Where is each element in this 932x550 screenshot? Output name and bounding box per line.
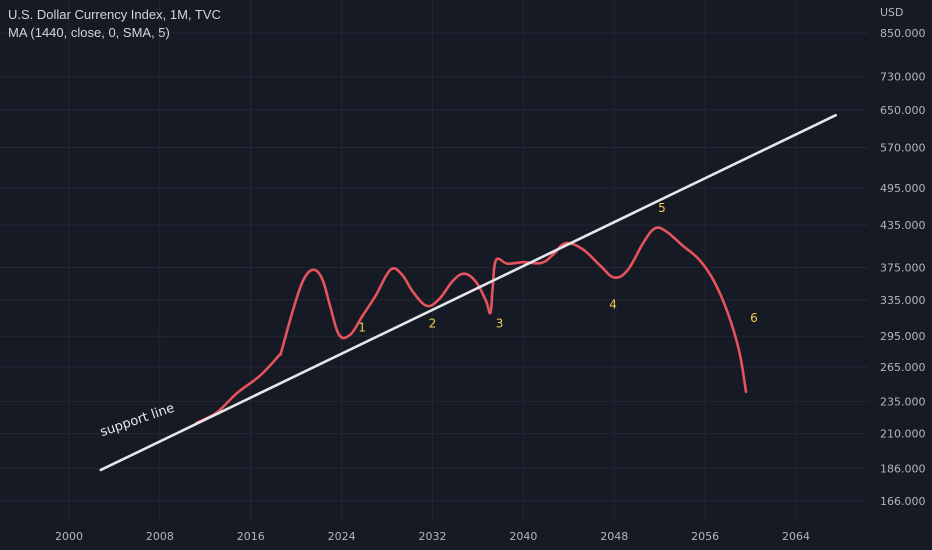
x-tick-label: 2056	[691, 530, 719, 543]
y-tick-label: 570.000	[880, 142, 926, 155]
annotations: support line 1 2 3 4 5 6	[98, 201, 757, 440]
wave-label: 4	[609, 297, 617, 311]
projection-path[interactable]	[194, 226, 748, 425]
y-tick-label: 235.000	[880, 395, 926, 408]
drawings[interactable]	[99, 113, 838, 472]
y-tick-label: 850.000	[880, 27, 926, 40]
wave-label: 2	[429, 317, 437, 331]
x-tick-label: 2008	[146, 530, 174, 543]
y-tick-label: 265.000	[880, 361, 926, 374]
y-tick-label: 335.000	[880, 294, 926, 307]
y-tick-label: 375.000	[880, 261, 926, 274]
y-tick-label: 495.000	[880, 182, 926, 195]
wave-label: 3	[496, 317, 504, 331]
y-tick-label: 186.000	[880, 462, 926, 475]
support-trendline[interactable]	[99, 113, 838, 472]
grid-lines	[0, 0, 868, 522]
x-tick-label: 2000	[55, 530, 83, 543]
y-tick-label: 730.000	[880, 71, 926, 84]
support-line-label: support line	[98, 401, 176, 440]
x-tick-label: 2040	[509, 530, 537, 543]
wave-label: 6	[750, 311, 758, 325]
wave-label: 1	[358, 320, 366, 334]
y-tick-label: 435.000	[880, 219, 926, 232]
indicator-title[interactable]: MA (1440, close, 0, SMA, 5)	[8, 25, 170, 40]
x-tick-label: 2016	[237, 530, 265, 543]
price-axis[interactable]: USD 166.000 186.000 210.000 235.000 265.000 2…	[880, 6, 926, 508]
y-tick-label: 650.000	[880, 104, 926, 117]
time-axis[interactable]: 2000 2008 2016 2024 2032 2040 2048 2056 2064	[55, 530, 810, 543]
x-tick-label: 2048	[600, 530, 628, 543]
symbol-title[interactable]: U.S. Dollar Currency Index, 1M, TVC	[8, 7, 221, 22]
currency-label: USD	[880, 6, 904, 19]
chart-legend[interactable]: U.S. Dollar Currency Index, 1M, TVC MA (…	[8, 6, 221, 42]
y-tick-label: 210.000	[880, 428, 926, 441]
y-tick-label: 166.000	[880, 495, 926, 508]
wave-label: 5	[658, 201, 666, 215]
x-tick-label: 2064	[782, 530, 810, 543]
y-tick-label: 295.000	[880, 330, 926, 343]
x-tick-label: 2024	[328, 530, 356, 543]
x-tick-label: 2032	[419, 530, 447, 543]
